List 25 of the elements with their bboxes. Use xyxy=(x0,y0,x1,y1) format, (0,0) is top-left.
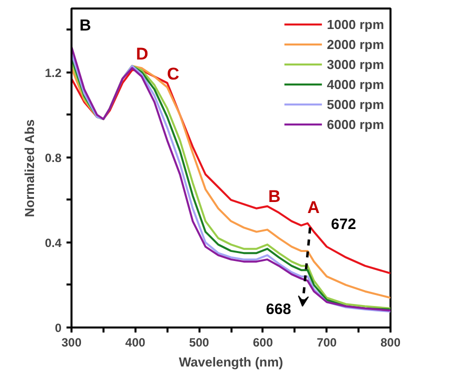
annotation: C xyxy=(167,64,180,84)
x-axis-title: Wavelength (nm) xyxy=(178,354,284,370)
legend-label: 4000 rpm xyxy=(326,76,384,92)
annotation: A xyxy=(307,198,320,217)
annotation: 668 xyxy=(266,301,292,318)
legend-label: 1000 rpm xyxy=(326,16,384,32)
annotation: D xyxy=(136,44,148,64)
annotation: B xyxy=(268,186,281,206)
legend-label: 2000 rpm xyxy=(326,36,384,52)
y-tick-label: 0.4 xyxy=(44,236,62,250)
x-tick-label: 700 xyxy=(316,336,338,350)
x-tick-label: 800 xyxy=(380,336,401,350)
x-tick-label: 300 xyxy=(61,336,82,350)
y-axis-title: Normalized Abs xyxy=(22,119,37,218)
x-tick-label: 600 xyxy=(252,336,274,350)
annotation: B xyxy=(80,18,92,34)
x-tick-label: 500 xyxy=(189,336,210,350)
legend-label: 3000 rpm xyxy=(326,56,384,72)
annotation: 672 xyxy=(331,216,356,233)
x-tick-label: 400 xyxy=(125,336,146,350)
legend-label: 5000 rpm xyxy=(326,96,384,112)
legend-label: 6000 rpm xyxy=(326,116,384,132)
y-tick-label: 0.8 xyxy=(44,150,62,165)
y-tick-label: 1.2 xyxy=(44,66,62,80)
y-tick-label: 0 xyxy=(54,321,62,335)
